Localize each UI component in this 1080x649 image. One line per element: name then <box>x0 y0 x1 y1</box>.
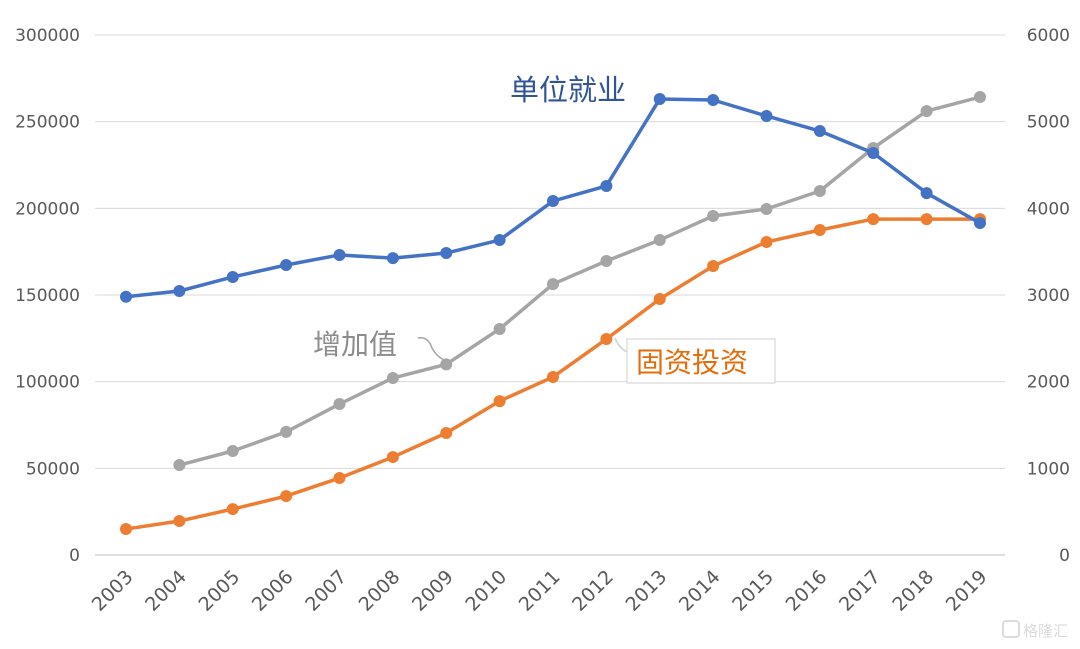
x-tick-label: 2017 <box>835 566 885 616</box>
data-point <box>600 255 613 268</box>
right-axis-ticks: 0 1000 2000 3000 4000 5000 6000 <box>1027 26 1070 566</box>
gridlines <box>95 34 1005 556</box>
x-tick-label: 2006 <box>248 566 298 616</box>
x-tick-label: 2010 <box>461 566 511 616</box>
data-point <box>120 290 132 303</box>
data-point <box>333 472 346 485</box>
data-point <box>386 372 399 385</box>
data-point <box>547 370 559 383</box>
y-tick-label: 0 <box>69 546 80 566</box>
data-point <box>653 292 666 305</box>
x-tick-label: 2014 <box>675 566 725 616</box>
data-point <box>493 395 506 408</box>
data-point <box>867 147 880 160</box>
y-tick-label: 200000 <box>15 199 80 219</box>
y2-tick-label: 2000 <box>1027 373 1070 393</box>
data-point <box>386 252 399 265</box>
series-lines <box>120 91 986 535</box>
x-tick-label: 2005 <box>195 566 245 616</box>
data-point <box>653 234 666 247</box>
y-tick-label: 50000 <box>26 459 80 479</box>
data-point <box>226 503 239 516</box>
y2-tick-label: 3000 <box>1027 286 1070 306</box>
data-point <box>173 285 186 298</box>
series-label-value-added: 增加值 <box>313 328 397 361</box>
y-tick-label: 100000 <box>15 373 80 393</box>
data-point <box>760 203 773 216</box>
data-point <box>813 125 826 138</box>
x-tick-label: 2009 <box>408 566 458 616</box>
data-point <box>120 523 132 535</box>
y2-tick-label: 1000 <box>1027 459 1070 479</box>
watermark-text: 格隆汇 <box>1023 622 1068 640</box>
y2-tick-label: 0 <box>1059 546 1070 566</box>
series-label-box-investment <box>626 338 776 384</box>
data-point <box>333 398 346 411</box>
x-tick-label: 2013 <box>622 566 672 616</box>
data-point <box>280 425 293 438</box>
data-point <box>760 235 773 248</box>
data-point <box>920 187 933 200</box>
data-point <box>707 260 720 273</box>
data-point <box>707 94 720 106</box>
data-point <box>280 490 293 503</box>
data-point <box>707 209 720 222</box>
x-tick-label: 2016 <box>782 566 832 616</box>
data-point <box>600 179 613 192</box>
data-point <box>386 451 399 464</box>
x-tick-label: 2011 <box>515 566 565 616</box>
y2-tick-label: 5000 <box>1027 113 1070 133</box>
data-point <box>493 234 506 247</box>
data-point <box>440 247 453 260</box>
data-point <box>173 459 186 472</box>
data-point <box>440 426 453 439</box>
data-point <box>867 213 880 226</box>
data-point <box>547 278 559 291</box>
data-point <box>920 105 933 118</box>
data-point <box>760 109 773 122</box>
series-label-employment: 单位就业 <box>510 73 626 107</box>
data-point <box>173 515 186 528</box>
x-tick-label: 2012 <box>568 566 618 616</box>
x-tick-label: 2004 <box>141 566 191 616</box>
data-point <box>974 91 986 104</box>
x-tick-label: 2003 <box>88 566 138 616</box>
x-tick-label: 2007 <box>301 566 351 616</box>
data-point <box>440 358 453 371</box>
data-point <box>920 213 933 226</box>
label-leader-investment <box>614 337 628 353</box>
data-point <box>226 270 239 283</box>
data-point <box>600 333 613 346</box>
data-point <box>493 322 506 335</box>
data-point <box>280 259 293 272</box>
x-axis-ticks: 2003 2004 2005 2006 2007 2008 2009 2010 2011 2012… <box>88 566 992 616</box>
x-tick-label: 2018 <box>888 566 938 616</box>
y2-tick-label: 6000 <box>1027 26 1070 46</box>
x-tick-label: 2008 <box>355 566 405 616</box>
watermark-logo: 格隆汇 <box>1002 620 1068 640</box>
data-point <box>653 92 666 105</box>
y-tick-label: 300000 <box>15 26 80 46</box>
y-tick-label: 150000 <box>15 286 80 306</box>
series-line <box>178 95 981 467</box>
data-point <box>974 217 986 230</box>
data-point <box>547 195 559 208</box>
data-point <box>813 185 826 197</box>
y-tick-label: 250000 <box>15 113 80 133</box>
y2-tick-label: 4000 <box>1027 199 1070 219</box>
data-point <box>813 224 826 236</box>
data-point <box>333 248 346 261</box>
series-label-investment: 固资投资 <box>636 346 748 379</box>
x-tick-label: 2019 <box>942 566 992 616</box>
data-point <box>226 445 239 457</box>
label-leader-value-added <box>417 336 445 361</box>
left-axis-ticks: 0 50000 100000 150000 200000 250000 300000 <box>15 26 80 566</box>
x-tick-label: 2015 <box>728 566 778 616</box>
